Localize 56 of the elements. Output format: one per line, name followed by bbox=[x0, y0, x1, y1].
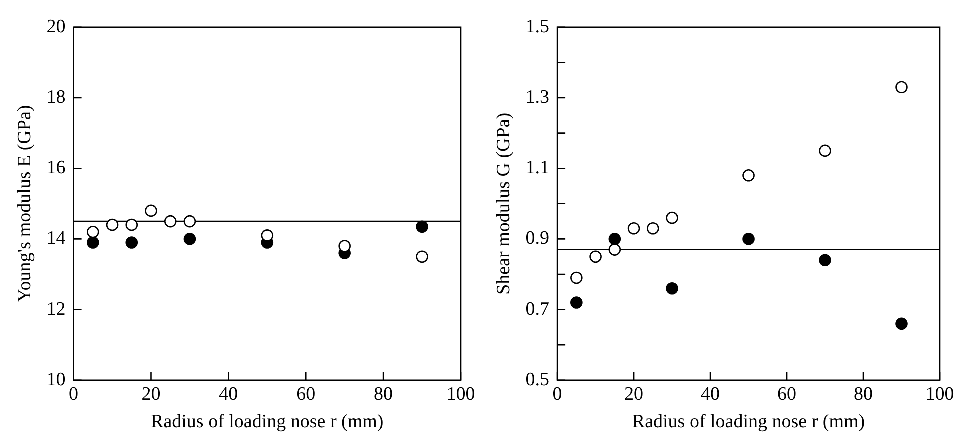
y-tick-label: 1.5 bbox=[526, 16, 550, 38]
point bbox=[126, 218, 138, 232]
y-tick-label: 16 bbox=[46, 158, 66, 179]
point bbox=[896, 81, 908, 94]
point bbox=[666, 212, 678, 224]
x-tick-label: 80 bbox=[854, 384, 874, 405]
point bbox=[819, 254, 832, 267]
y-tick-label: 10 bbox=[46, 369, 66, 390]
x-tick-label: 20 bbox=[624, 384, 644, 405]
point bbox=[416, 250, 428, 263]
point bbox=[647, 222, 660, 235]
point bbox=[87, 236, 100, 249]
point bbox=[164, 215, 177, 228]
y-tick-label: 12 bbox=[46, 298, 66, 320]
x-tick-label: 40 bbox=[701, 384, 720, 405]
point bbox=[87, 226, 100, 238]
y-axis-title: Young's modulus E (GPa) bbox=[14, 105, 36, 303]
x-tick-label: 0 bbox=[69, 384, 79, 405]
x-tick-label: 80 bbox=[374, 384, 394, 405]
x-tick-label: 100 bbox=[446, 384, 476, 405]
x-tick-label: 60 bbox=[296, 384, 316, 405]
point bbox=[819, 144, 832, 158]
y-tick-label: 1.1 bbox=[526, 158, 550, 179]
x-axis-title: Radius of loading nose r (mm) bbox=[151, 412, 384, 433]
point bbox=[570, 296, 583, 309]
x-tick-label: 0 bbox=[552, 384, 562, 405]
point bbox=[742, 233, 755, 246]
x-tick-label: 100 bbox=[926, 384, 954, 405]
y-axis-title: Shear modulus G (GPa) bbox=[493, 112, 514, 295]
point bbox=[184, 233, 196, 246]
y-tick-label: 0.7 bbox=[526, 298, 550, 320]
x-tick-label: 60 bbox=[778, 384, 797, 405]
point bbox=[416, 220, 428, 233]
x-tick-label: 20 bbox=[142, 384, 161, 405]
y-tick-label: 18 bbox=[46, 86, 66, 108]
y-tick-label: 1.3 bbox=[526, 86, 550, 108]
point bbox=[896, 318, 908, 330]
point bbox=[590, 250, 602, 263]
y-tick-label: 20 bbox=[46, 16, 66, 38]
point bbox=[742, 170, 755, 182]
point bbox=[608, 244, 622, 256]
point bbox=[261, 230, 274, 242]
y-tick-label: 0.9 bbox=[526, 228, 550, 250]
y-tick-label: 14 bbox=[46, 228, 66, 250]
point bbox=[608, 233, 622, 246]
point bbox=[126, 236, 138, 249]
point bbox=[570, 272, 583, 284]
point bbox=[666, 282, 678, 295]
y-tick-label: 0.5 bbox=[526, 369, 550, 390]
x-axis-title: Radius of loading nose r (mm) bbox=[632, 412, 866, 433]
point bbox=[184, 215, 196, 228]
point bbox=[338, 240, 351, 252]
point bbox=[628, 222, 640, 235]
point bbox=[106, 218, 119, 232]
point bbox=[145, 204, 158, 218]
x-tick-label: 40 bbox=[219, 384, 238, 405]
